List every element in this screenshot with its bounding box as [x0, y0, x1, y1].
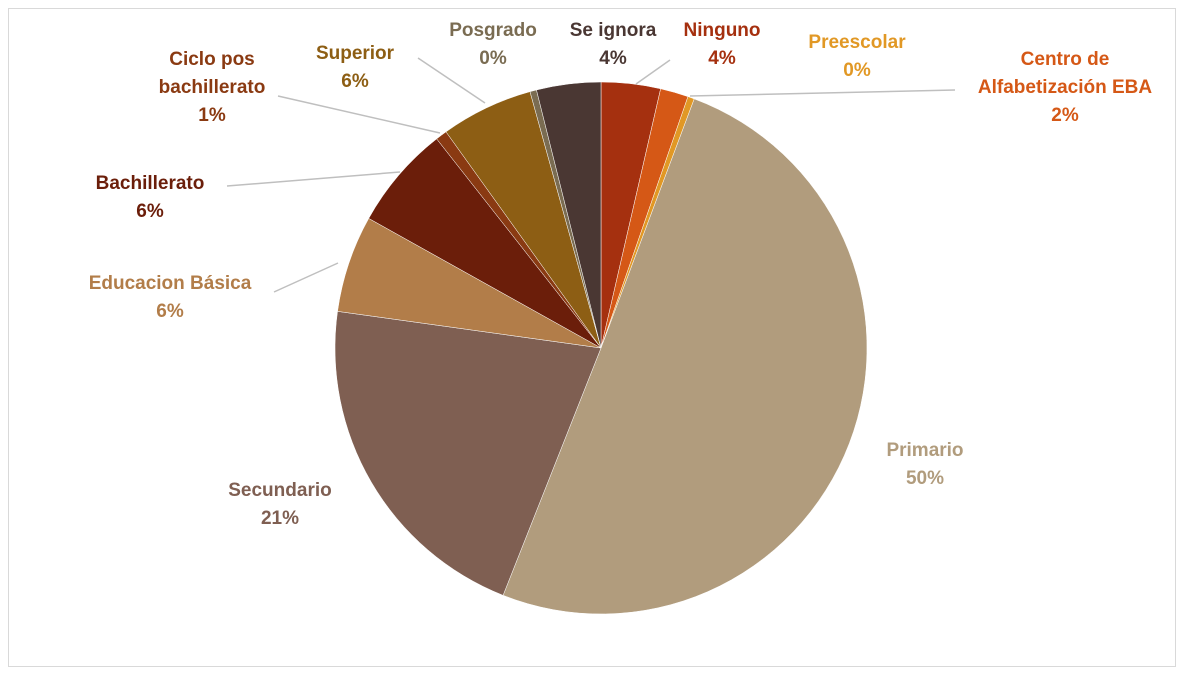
leader-line	[635, 59, 671, 85]
category-label: Educacion Básica	[88, 273, 252, 294]
data-label: Centro de Alfabetización EBA 2%	[965, 46, 1165, 130]
data-label: Secundario 21%	[210, 477, 350, 533]
value-label: 6%	[156, 301, 184, 322]
category-label: Primario	[886, 440, 964, 461]
category-label: Secundario	[228, 480, 332, 501]
data-label: Ninguno 4%	[662, 17, 782, 73]
leader-line	[277, 95, 441, 134]
pie-slice	[334, 311, 602, 596]
value-label: 1%	[198, 105, 226, 126]
value-label: 0%	[843, 60, 871, 81]
value-label: 21%	[260, 508, 300, 529]
category-label: Preescolar	[808, 32, 906, 53]
leader-line	[689, 89, 956, 97]
value-label: 6%	[136, 201, 164, 222]
category-label: Se ignora	[569, 20, 657, 41]
data-label: Preescolar 0%	[787, 29, 927, 85]
data-label: Bachillerato 6%	[70, 170, 230, 226]
data-label: Ciclo pos bachillerato 1%	[137, 46, 287, 130]
value-label: 6%	[341, 71, 369, 92]
pie-slice	[536, 81, 602, 349]
value-label: 2%	[1051, 105, 1079, 126]
category-label: Superior	[315, 43, 395, 64]
data-label: Posgrado 0%	[433, 17, 553, 73]
value-label: 4%	[708, 48, 736, 69]
data-label: Se ignora 4%	[553, 17, 673, 73]
value-label: 4%	[599, 48, 627, 69]
pie-slice	[502, 98, 868, 615]
data-label: Primario 50%	[865, 437, 985, 493]
leader-line	[273, 262, 339, 293]
value-label: 50%	[905, 468, 945, 489]
category-label: Ninguno	[683, 20, 761, 41]
leader-line	[417, 57, 486, 104]
value-label: 0%	[479, 48, 507, 69]
category-label: Bachillerato	[95, 173, 205, 194]
category-label: Centro de Alfabetización EBA	[977, 49, 1153, 98]
chart-frame	[8, 8, 1176, 667]
leader-line	[226, 171, 401, 187]
data-label: Educacion Básica 6%	[40, 270, 300, 326]
category-label: Ciclo pos bachillerato	[158, 49, 266, 98]
category-label: Posgrado	[449, 20, 537, 41]
data-label: Superior 6%	[295, 40, 415, 96]
